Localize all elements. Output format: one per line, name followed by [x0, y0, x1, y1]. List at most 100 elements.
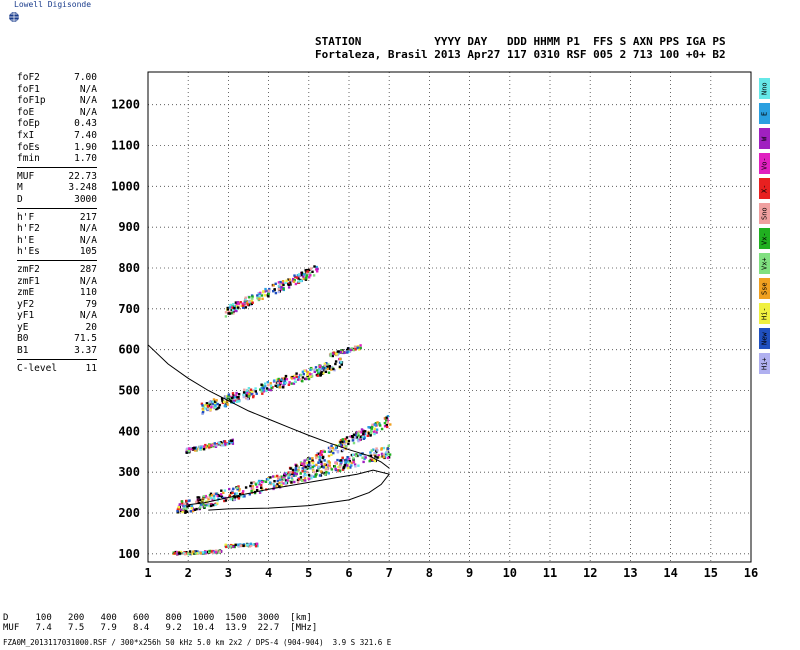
- echo-dot: [251, 486, 254, 490]
- echo-dot: [254, 390, 257, 393]
- echo-dot: [220, 493, 223, 496]
- echo-dot: [279, 478, 282, 481]
- echo-dot: [221, 496, 225, 500]
- echo-dot: [318, 453, 322, 456]
- param-separator: [17, 259, 97, 261]
- echo-dot: [176, 552, 179, 556]
- echo-dot: [376, 421, 379, 424]
- lower-trace-curve: [188, 469, 391, 511]
- x-tick-label: 14: [663, 566, 677, 580]
- echo-dot: [308, 276, 311, 279]
- echo-dot: [336, 450, 340, 453]
- echo-dot: [350, 464, 353, 467]
- echo-dot: [342, 465, 346, 469]
- echo-dot: [303, 459, 306, 462]
- echo-dot: [234, 305, 237, 308]
- echo-dot: [331, 352, 334, 355]
- echo-dot: [231, 305, 234, 308]
- echo-dot: [210, 406, 213, 409]
- echo-dot: [192, 509, 195, 513]
- echo-dot: [347, 439, 351, 443]
- echo-dot: [216, 494, 219, 498]
- echo-dot: [378, 456, 381, 459]
- echo-dot: [232, 312, 235, 315]
- echo-dot: [237, 302, 241, 305]
- echo-dot: [287, 283, 290, 286]
- echo-dot: [197, 498, 200, 501]
- echo-dot: [377, 454, 380, 457]
- echo-dot: [248, 300, 251, 304]
- echo-dot: [246, 303, 249, 306]
- echo-dot: [310, 373, 313, 376]
- echo-dot: [199, 446, 203, 449]
- echo-dot: [183, 505, 186, 508]
- echo-dot: [195, 507, 198, 511]
- echo-dot: [248, 302, 251, 305]
- echo-dot: [370, 427, 374, 430]
- echo-dot: [366, 434, 369, 437]
- echo-dot: [384, 452, 388, 455]
- x-tick-labels: 1 2 3 4 5 6 7 8 9 10 11 12 13 14 15 16: [144, 566, 758, 580]
- echo-dot: [272, 475, 275, 478]
- param-zmf1: zmF1 N/A: [17, 276, 97, 288]
- echo-dot: [363, 454, 366, 458]
- echo-dot: [301, 370, 305, 373]
- echo-dot: [278, 379, 282, 382]
- echo-dot: [324, 468, 327, 471]
- echo-dot: [333, 465, 337, 468]
- polarization-legend: Nno E W Vo- X- Sno Vx- Vx+ Sse Hi- New Hi+: [759, 78, 771, 378]
- echo-dot: [283, 472, 286, 475]
- echo-dot: [318, 368, 321, 371]
- echo-dot: [249, 542, 253, 545]
- echo-dot: [294, 466, 298, 470]
- echo-dot: [340, 445, 344, 448]
- echo-dot: [228, 306, 232, 309]
- echo-dot: [185, 507, 188, 510]
- param-label: h'Es: [17, 246, 40, 258]
- echo-dot: [300, 271, 304, 274]
- echo-dot: [233, 306, 236, 310]
- echo-dot: [224, 315, 228, 318]
- echo-dot: [364, 456, 367, 459]
- echo-dot: [310, 375, 314, 378]
- param-label: foEs: [17, 141, 40, 153]
- echo-dot: [269, 388, 273, 392]
- echo-dot: [237, 393, 241, 396]
- legend-sno: Sno: [759, 203, 770, 224]
- echo-dot: [315, 456, 318, 460]
- echo-dot: [251, 390, 254, 393]
- echo-dot: [284, 471, 288, 475]
- echo-dot: [202, 497, 205, 500]
- echo-dot: [199, 506, 202, 509]
- echo-dot: [290, 382, 293, 385]
- echo-dot: [181, 510, 184, 514]
- echo-dot: [385, 419, 388, 422]
- param-label: h'F2: [17, 223, 40, 235]
- echo-dot: [284, 474, 287, 477]
- echo-dot: [305, 276, 308, 279]
- echo-dot: [327, 371, 331, 374]
- echo-dot: [268, 287, 271, 291]
- echo-dot: [278, 481, 281, 484]
- echo-dot: [219, 441, 223, 444]
- param-label: yF1: [17, 310, 35, 322]
- header-line-2: Fortaleza, Brasil 2013 Apr27 117 0310 RS…: [315, 48, 726, 61]
- echo-dot: [288, 381, 291, 384]
- echo-dot: [329, 446, 332, 449]
- echo-dot: [368, 459, 371, 463]
- echo-dot: [324, 370, 328, 373]
- echo-dot: [313, 368, 316, 371]
- echo-dot: [263, 382, 267, 385]
- echo-dot: [236, 301, 239, 304]
- echo-dot: [309, 464, 313, 467]
- param-label: fxI: [17, 129, 35, 141]
- echo-dot: [354, 434, 357, 437]
- echo-dot: [360, 428, 364, 431]
- echo-dot: [212, 497, 216, 500]
- echo-dot: [231, 442, 235, 445]
- echo-dot: [385, 424, 388, 427]
- echo-dot: [218, 403, 221, 407]
- x-tick-label: 6: [345, 566, 352, 580]
- echo-dot: [184, 511, 187, 514]
- echo-dot: [302, 275, 305, 278]
